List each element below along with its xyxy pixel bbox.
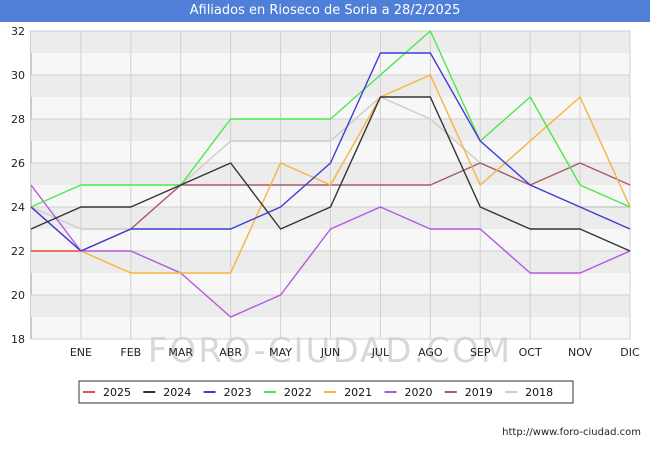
source-url[interactable]: http://www.foro-ciudad.com <box>502 427 641 438</box>
y-tick-label: 20 <box>11 289 25 302</box>
x-tick-label: OCT <box>519 346 542 359</box>
x-tick-label: MAY <box>269 346 292 359</box>
x-tick-label: ENE <box>70 346 92 359</box>
x-tick-label: SEP <box>470 346 491 359</box>
legend-label-2019: 2019 <box>465 386 493 399</box>
legend-label-2020: 2020 <box>405 386 433 399</box>
y-tick-label: 32 <box>11 25 25 38</box>
legend-label-2018: 2018 <box>525 386 553 399</box>
x-tick-label: ABR <box>219 346 242 359</box>
x-tick-label: MAR <box>168 346 193 359</box>
x-tick-label: NOV <box>568 346 593 359</box>
x-tick-label: JUN <box>320 346 341 359</box>
x-tick-label: DIC <box>620 346 640 359</box>
legend-label-2021: 2021 <box>344 386 372 399</box>
x-tick-label: FEB <box>120 346 141 359</box>
x-tick-label: AGO <box>418 346 443 359</box>
chart-title: Afiliados en Rioseco de Soria a 28/2/202… <box>0 0 650 22</box>
series-line-2020 <box>30 184 631 318</box>
legend-label-2024: 2024 <box>163 386 191 399</box>
y-tick-label: 18 <box>11 333 25 346</box>
y-tick-label: 26 <box>11 157 25 170</box>
y-tick-label: 30 <box>11 69 25 82</box>
y-tick-label: 22 <box>11 245 25 258</box>
series-line-2022 <box>30 30 631 208</box>
legend-label-2022: 2022 <box>284 386 312 399</box>
x-tick-label: JUL <box>371 346 390 359</box>
watermark: FORO-CIUDAD.COM <box>148 331 512 371</box>
series-line-2024 <box>30 96 631 252</box>
y-tick-label: 24 <box>11 201 25 214</box>
legend-label-2023: 2023 <box>224 386 252 399</box>
legend-label-2025: 2025 <box>103 386 131 399</box>
y-tick-label: 28 <box>11 113 25 126</box>
series-line-2021 <box>31 74 631 274</box>
series-line-2023 <box>30 52 631 252</box>
